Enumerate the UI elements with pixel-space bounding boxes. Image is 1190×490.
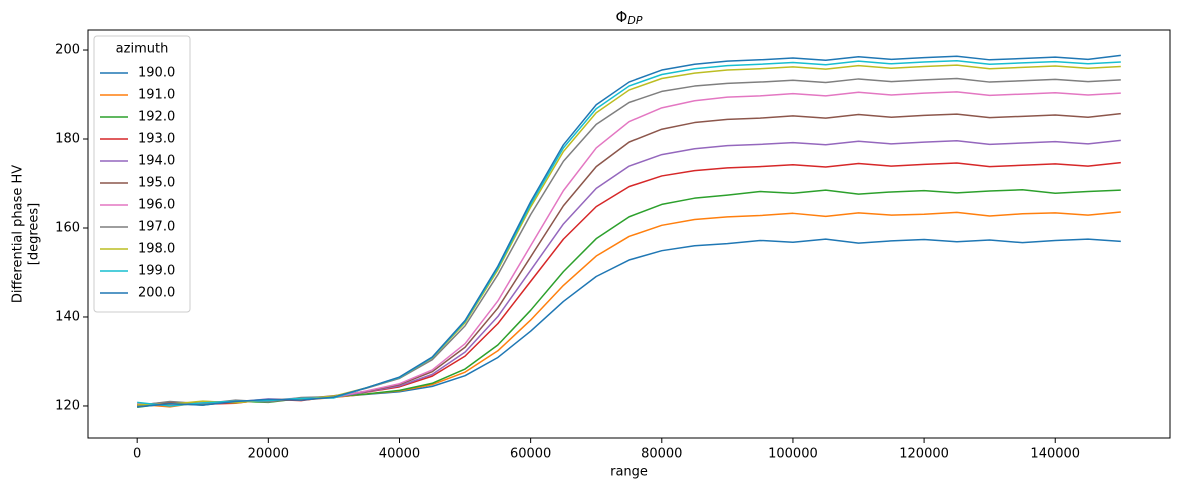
- data-line: [137, 188, 1121, 409]
- x-tick-label: 100000: [768, 447, 818, 462]
- data-line: [137, 139, 1121, 407]
- data-line: [137, 54, 1121, 408]
- legend-box: [93, 35, 191, 313]
- legend-label: 192.0: [138, 110, 175, 125]
- x-tick-label: 80000: [641, 447, 682, 462]
- legend-label: 194.0: [138, 154, 175, 169]
- title-main: Φ: [616, 8, 628, 26]
- chart-title: ΦDP: [616, 8, 643, 28]
- y-tick-label: 120: [55, 398, 80, 413]
- data-line: [137, 161, 1121, 406]
- legend-label: 196.0: [138, 198, 175, 213]
- x-axis-label: range: [610, 465, 648, 480]
- x-tick-label: 60000: [510, 447, 551, 462]
- legend-label: 193.0: [138, 132, 175, 147]
- legend-label: 195.0: [138, 176, 175, 191]
- x-tick-label: 140000: [1030, 447, 1080, 462]
- x-tick-label: 120000: [899, 447, 949, 462]
- y-tick-label: 160: [55, 220, 80, 235]
- y-tick-label: 140: [55, 309, 80, 324]
- y-axis-label: [degrees]: [27, 203, 42, 265]
- legend-label: 200.0: [138, 286, 175, 301]
- y-tick-label: 180: [55, 132, 80, 147]
- data-line: [137, 77, 1121, 407]
- data-line: [137, 64, 1121, 406]
- title-subscript: DP: [627, 14, 642, 27]
- legend-label: 197.0: [138, 220, 175, 235]
- plot-frame: [87, 29, 1171, 439]
- legend-label: 190.0: [138, 66, 175, 81]
- x-tick-label: 40000: [379, 447, 420, 462]
- data-line: [137, 91, 1121, 406]
- y-axis-label: Differential phase HV: [11, 165, 26, 303]
- legend-label: 191.0: [138, 88, 175, 103]
- y-tick-label: 200: [55, 43, 80, 58]
- data-line: [137, 238, 1121, 407]
- x-tick-label: 20000: [248, 447, 289, 462]
- legend: azimuth 190.0 191.0 192.0 193.0 194.0 195.0 196…: [93, 35, 191, 313]
- legend-label: 198.0: [138, 242, 175, 257]
- legend-label: 199.0: [138, 264, 175, 279]
- x-tick-label: 0: [133, 447, 141, 462]
- data-line: [137, 59, 1121, 407]
- legend-title: azimuth: [116, 42, 169, 57]
